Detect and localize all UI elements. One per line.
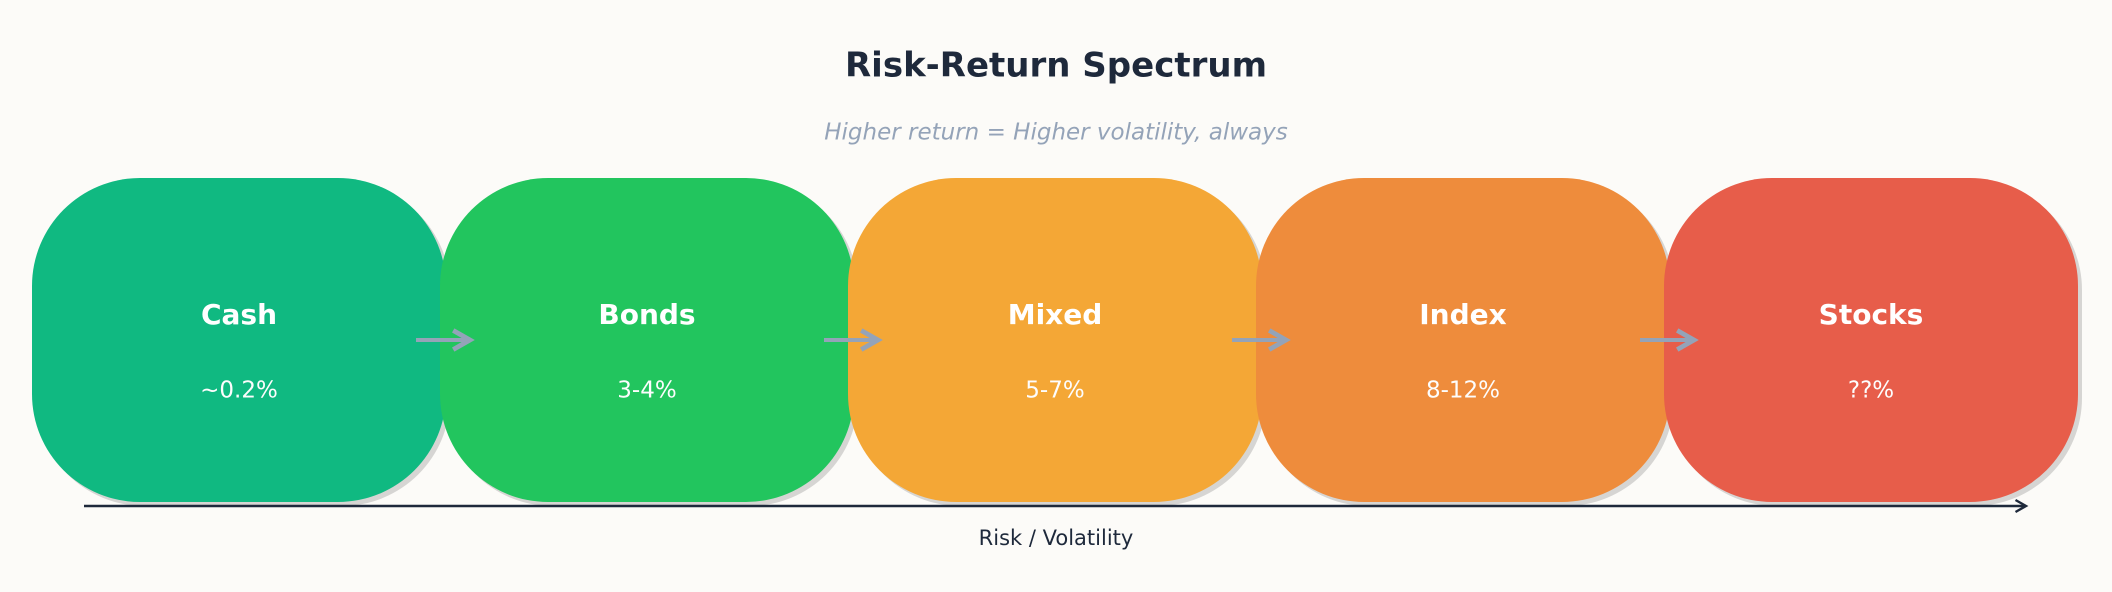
box-value: ~0.2%: [200, 378, 278, 404]
title: Risk-Return Spectrum: [845, 46, 1267, 86]
box-value: 8-12%: [1426, 378, 1500, 404]
box: [32, 178, 446, 502]
box-label: Index: [1419, 298, 1506, 331]
box-label: Cash: [201, 298, 277, 331]
box-value: 5-7%: [1025, 378, 1084, 404]
box: [848, 178, 1262, 502]
box: [440, 178, 854, 502]
box-label: Stocks: [1819, 298, 1924, 331]
axis-label: Risk / Volatility: [979, 526, 1134, 550]
box-value: 3-4%: [617, 378, 676, 404]
box-value: ??%: [1848, 378, 1894, 404]
boxes: [32, 178, 2082, 506]
box: [1664, 178, 2078, 502]
box: [1256, 178, 1670, 502]
subtitle: Higher return = Higher volatility, alway…: [824, 120, 1288, 146]
box-label: Mixed: [1008, 298, 1103, 331]
box-label: Bonds: [598, 298, 695, 331]
labels: Cash ~0.2% Bonds 3-4% Mixed 5-7% Index 8-12% Sto…: [200, 298, 1923, 404]
